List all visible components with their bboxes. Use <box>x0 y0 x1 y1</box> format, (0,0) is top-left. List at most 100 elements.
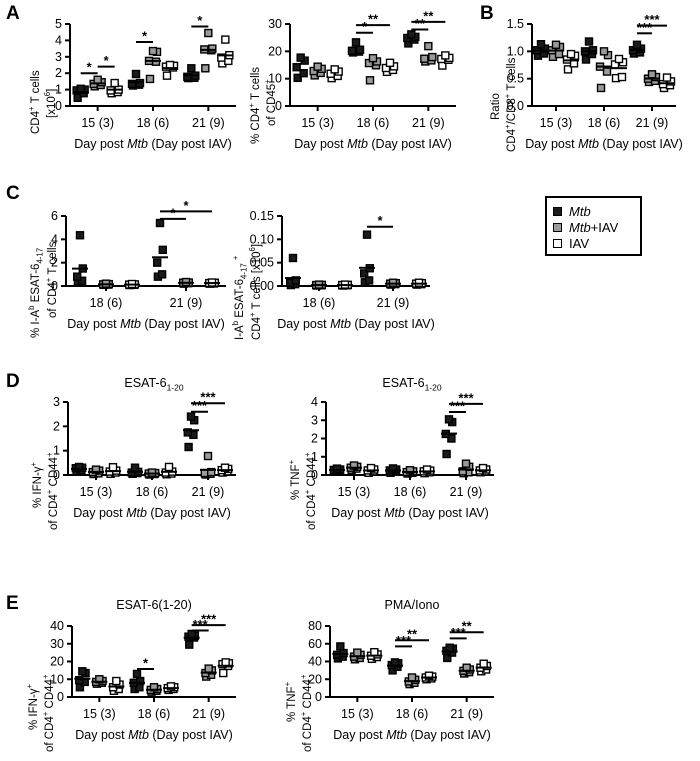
x-axis-label: Day post Mtb (Day post IAV) <box>277 317 434 331</box>
y-tick-label: 3 <box>55 50 62 64</box>
data-point <box>184 442 193 452</box>
data-point <box>155 218 165 228</box>
significance-stars: * <box>197 13 203 28</box>
significance-stars: ** <box>423 8 434 23</box>
panel-letter-e: E <box>6 593 19 614</box>
y-tick-label: 0 <box>55 99 62 113</box>
data-point <box>186 412 196 421</box>
x-axis-label: Day post Mtb (Day post IAV) <box>525 137 682 151</box>
x-tick-label: 18 (6) <box>396 707 429 721</box>
data-point <box>349 461 359 470</box>
y-tick-label: 4 <box>51 232 58 246</box>
panel-letter-d: D <box>6 371 20 392</box>
data-point <box>563 65 573 74</box>
plot-a1-ylabel: CD4+ T cells <box>27 70 42 134</box>
x-axis-label: Day post Mtb (Day post IAV) <box>75 728 232 742</box>
y-tick-label: 0.05 <box>250 256 274 270</box>
data-point <box>183 72 192 82</box>
data-point <box>662 73 672 82</box>
panel-letter-b: B <box>480 3 494 24</box>
plot-a2-ylabel: % CD4+ T cells <box>247 66 262 144</box>
y-tick-label: 1 <box>53 444 60 458</box>
data-point <box>445 643 454 652</box>
data-point <box>73 272 82 281</box>
plot-b1-ylabel: Ratio <box>490 93 502 120</box>
plot-e2: PMA/Iono % TNF+ of CD4+ CD44+ 0 20 40 60 80 1… <box>283 598 500 752</box>
x-tick-label: 21 (9) <box>170 296 203 310</box>
y-tick-label: 1.5 <box>507 17 524 31</box>
significance-stars: * <box>183 198 189 213</box>
data-point <box>359 269 369 278</box>
y-tick-label: 4 <box>55 33 62 47</box>
panel-letter-c: C <box>6 183 20 204</box>
data-point <box>203 451 213 461</box>
x-tick-label: 15 (3) <box>80 485 113 499</box>
data-point <box>204 664 213 673</box>
significance-stars: *** <box>192 398 208 413</box>
y-tick-label: 0.0 <box>507 99 524 113</box>
significance-stars: *** <box>200 390 216 405</box>
x-tick-label: 15 (3) <box>540 116 573 130</box>
data-point <box>127 79 137 89</box>
data-point <box>299 69 308 78</box>
data-point <box>632 40 642 49</box>
plot-e1-ylabel-2: of CD4+ CD44+ <box>41 674 56 752</box>
data-point <box>366 463 376 473</box>
significance-stars: *** <box>201 612 217 627</box>
x-tick-label: 21 (9) <box>377 296 410 310</box>
significance-stars: * <box>87 60 93 75</box>
data-point <box>407 30 416 39</box>
legend-label-mtb-iav-italic: Mtb <box>569 219 591 235</box>
plot-d2: ESAT-61-20 % TNF+ of CD4+ CD44+ 0 1 2 3 4 15 … <box>287 376 500 530</box>
data-point <box>647 70 657 79</box>
data-point <box>330 65 339 74</box>
y-tick-label: 80 <box>308 619 322 633</box>
data-point <box>288 253 298 263</box>
plot-b1: Ratio CD4+/CD8+ T cells 0.0 0.5 1.0 1.5 15 (… <box>490 8 683 158</box>
data-point <box>201 64 210 73</box>
data-point <box>208 44 217 53</box>
legend-item-iav: IAV <box>553 235 640 251</box>
data-point <box>596 83 606 93</box>
data-point <box>78 667 87 676</box>
data-point <box>95 675 104 684</box>
data-point <box>441 51 450 60</box>
data-point <box>91 465 101 474</box>
data-point <box>292 62 301 72</box>
data-point <box>293 73 302 83</box>
plot-d2-ylabel: % TNF+ <box>287 459 302 500</box>
plot-a2-svg: 0 10 20 30 15 (3) 18 (6) 21 (9) Day post Mtb (D… <box>268 8 456 151</box>
y-tick-label: 20 <box>308 672 322 686</box>
data-point <box>551 40 561 49</box>
plot-d1-svg: 0 1 2 3 15 (3) 18 (6) 21 (9) Day post Mtb (Day … <box>53 390 236 520</box>
filled-black-square-icon <box>553 206 562 216</box>
data-point <box>554 49 564 59</box>
data-point <box>617 72 627 82</box>
data-point <box>145 74 155 84</box>
y-tick-label: 2 <box>53 419 60 433</box>
x-tick-label: 15 (3) <box>301 116 334 130</box>
significance-stars: ** <box>415 16 426 31</box>
data-point <box>74 462 84 472</box>
significance-stars: * <box>170 205 176 220</box>
data-point <box>353 648 362 657</box>
data-point <box>365 76 375 85</box>
significance-stars: * <box>362 19 368 34</box>
plot-a2-ylabel-2: of CD45+ <box>263 79 278 126</box>
legend: Mtb Mtb+IAV IAV <box>545 196 642 256</box>
y-tick-label: 2 <box>55 66 62 80</box>
plot-e1-title: ESAT-6(1-20) <box>116 598 192 612</box>
significance-stars: *** <box>450 399 466 414</box>
y-tick-label: 0 <box>51 279 58 293</box>
panel-letter-a: A <box>6 3 20 24</box>
x-axis-label: Day post Mtb (Day post IAV) <box>67 317 224 331</box>
data-point <box>157 270 167 279</box>
y-tick-label: 0.00 <box>250 279 274 293</box>
data-point <box>424 671 434 680</box>
y-tick-label: 20 <box>268 44 282 58</box>
y-tick-label: 0 <box>275 99 282 113</box>
x-tick-label: 21 (9) <box>636 116 669 130</box>
significance-stars: ** <box>368 12 379 27</box>
data-point <box>130 463 140 472</box>
x-axis-label: Day post Mtb (Day post IAV) <box>333 728 490 742</box>
